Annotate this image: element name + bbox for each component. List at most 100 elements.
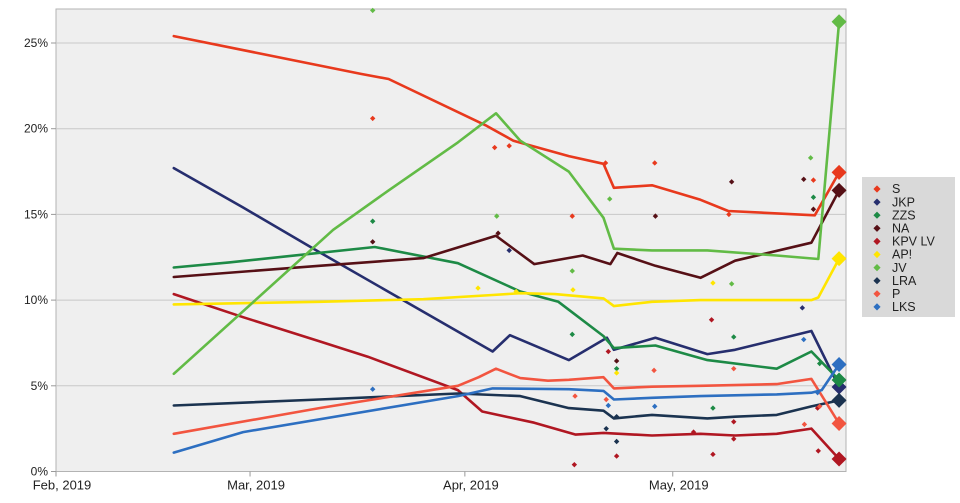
result-diamond-JV (831, 14, 847, 30)
legend-label-P: P (892, 287, 900, 301)
legend-label-NA: NA (892, 222, 910, 236)
legend-marker-LRA (873, 277, 881, 285)
series-line-S (172, 34, 841, 217)
axis-labels: 0% 5% 10% 15% 20% 25% Feb, 2019 Mar, 2019 Apr, 2… (24, 36, 709, 493)
poll-point-AP-0 (475, 285, 481, 291)
legend-marker-S (873, 185, 881, 193)
result-diamond-ZZS (831, 372, 847, 388)
result-diamond-S (831, 164, 847, 180)
poll-point-P-1 (603, 396, 609, 403)
poll-point-P-0 (572, 393, 578, 399)
poll-point-AP-3 (613, 370, 620, 376)
poll-point-KPVLV-6 (731, 419, 737, 425)
y-tick-label-0: 0% (31, 465, 49, 479)
legend-marker-JV (873, 264, 881, 272)
poll-point-NA-6 (810, 206, 817, 212)
poll-point-LRA-1 (613, 438, 620, 445)
poll-point-ZZS-1 (569, 331, 575, 338)
legend-marker-ZZS (873, 211, 881, 219)
poll-point-ZZS-5 (810, 194, 817, 200)
poll-point-KPVLV-5 (710, 451, 716, 458)
poll-point-LKS-1 (605, 402, 612, 409)
legend-label-KPVLV: KPV LV (892, 235, 936, 249)
poll-point-JV-0 (369, 7, 376, 14)
y-tick-label-25: 25% (24, 36, 48, 50)
series-line-LRA (172, 392, 841, 420)
result-diamond-P (831, 416, 847, 432)
poll-point-LKS-2 (652, 403, 658, 410)
legend-marker-NA (873, 224, 881, 232)
poll-point-JKP-1 (799, 305, 806, 311)
series-line-JV (172, 20, 841, 376)
series-line-AP (172, 257, 841, 308)
poll-point-NA-5 (801, 176, 807, 182)
result-diamond-LRA (831, 392, 847, 408)
series-line-NA (172, 189, 841, 280)
legend-marker-LKS (873, 303, 881, 311)
poll-point-AP-2 (570, 287, 576, 293)
legend-label-LRA: LRA (892, 274, 917, 288)
poll-point-KPVLV-1 (605, 348, 612, 355)
poll-point-KPVLV-0 (571, 461, 578, 468)
result-diamond-LKS (831, 357, 847, 373)
plot-background (55, 8, 847, 472)
poll-point-S-0 (369, 115, 376, 122)
plot-area (55, 8, 847, 472)
x-tick-label-3: May, 2019 (649, 478, 709, 493)
poll-point-P-2 (651, 367, 657, 374)
poll-point-ZZS-6 (816, 360, 823, 367)
poll-point-NA-4 (728, 179, 735, 185)
legend-label-AP: AP! (892, 248, 912, 262)
poll-point-LRA-2 (613, 413, 620, 420)
x-tick-label-1: Mar, 2019 (227, 478, 285, 493)
poll-point-S-5 (652, 160, 658, 166)
poll-point-ZZS-4 (731, 334, 737, 340)
poll-point-S-7 (810, 177, 817, 183)
poll-point-LKS-0 (369, 386, 376, 392)
poll-point-S-1 (491, 144, 498, 151)
poll-point-S-4 (602, 160, 609, 166)
series-line-KPVLV (172, 292, 841, 461)
poll-point-ZZS-3 (710, 405, 716, 411)
poll-point-KPVLV-8 (814, 405, 821, 411)
poll-point-LKS-4 (814, 389, 821, 396)
poll-point-JV-2 (569, 268, 575, 274)
x-tick-label-2: Apr, 2019 (443, 478, 499, 493)
poll-point-KPVLV-7 (731, 436, 737, 442)
poll-point-KPVLV-9 (815, 448, 821, 454)
poll-point-JKP-0 (506, 247, 512, 254)
poll-point-AP-1 (513, 288, 519, 295)
poll-point-JV-3 (606, 196, 613, 202)
series-line-LKS (172, 363, 841, 454)
poll-point-P-3 (731, 365, 737, 372)
poll-point-AP-4 (710, 280, 716, 286)
poll-point-KPVLV-3 (690, 429, 697, 435)
poll-point-NA-0 (369, 239, 376, 245)
legend-label-LKS: LKS (892, 300, 916, 314)
poll-point-NA-3 (652, 213, 659, 219)
poll-point-JV-4 (728, 281, 735, 287)
poll-point-KPVLV-4 (708, 317, 715, 323)
legend-label-JKP: JKP (892, 195, 915, 209)
legend-marker-AP (873, 250, 881, 259)
poll-point-JV-5 (807, 155, 814, 161)
poll-point-LKS-3 (801, 336, 807, 343)
poll-point-P-5 (816, 403, 823, 410)
x-tick-label-0: Feb, 2019 (33, 478, 92, 493)
poll-point-JV-1 (494, 213, 500, 219)
y-tick-label-5: 5% (31, 379, 49, 393)
poll-point-S-2 (506, 143, 512, 149)
legend-label-JV: JV (892, 261, 907, 275)
y-tick-label-10: 10% (24, 293, 48, 307)
result-diamond-AP (831, 251, 847, 267)
poll-point-LRA-0 (603, 425, 609, 432)
result-diamond-NA (831, 182, 847, 198)
result-diamond-KPVLV (831, 451, 847, 467)
series-line-P (172, 367, 841, 436)
poll-point-ZZS-0 (369, 218, 376, 224)
poll-point-ZZS-2 (613, 365, 620, 372)
poll-point-S-3 (569, 213, 575, 219)
y-tick-label-20: 20% (24, 122, 48, 136)
